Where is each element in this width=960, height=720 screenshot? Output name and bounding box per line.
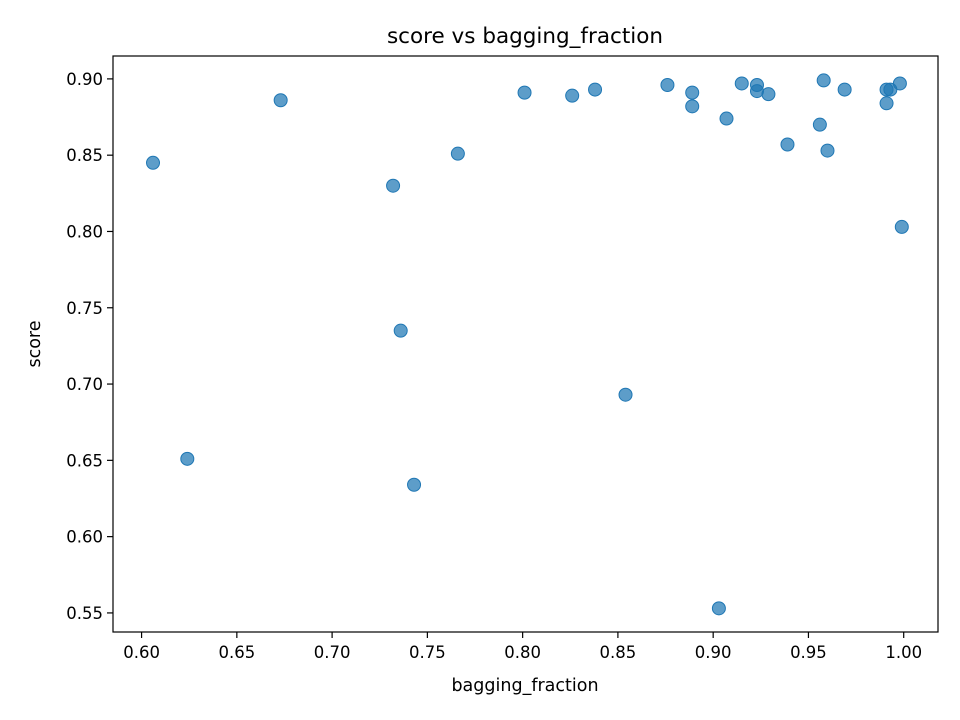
scatter-point	[146, 155, 161, 170]
scatter-point	[588, 82, 603, 97]
y-tick-label: 0.75	[66, 299, 103, 318]
x-axis: 0.60 0.65 0.70 0.75 0.80 0.85 0.90 0.95 1.00	[123, 632, 922, 662]
scatter-point	[879, 96, 894, 111]
scatter-point	[618, 387, 633, 402]
scatter-point	[517, 85, 532, 100]
x-tick-label: 0.85	[600, 643, 637, 662]
chart-title: score vs bagging_fraction	[387, 24, 663, 49]
scatter-point	[180, 451, 195, 466]
scatter-point	[685, 85, 700, 100]
x-tick-label: 0.75	[409, 643, 446, 662]
scatter-point	[816, 73, 831, 88]
scatter-point	[734, 76, 749, 91]
x-tick-label: 0.90	[695, 643, 732, 662]
scatter-point	[685, 99, 700, 114]
x-tick-label: 0.70	[314, 643, 351, 662]
x-tick-label: 0.80	[504, 643, 541, 662]
scatter-point	[820, 143, 835, 158]
y-tick-label: 0.60	[66, 528, 103, 547]
scatter-point	[719, 111, 734, 126]
y-tick-label: 0.55	[66, 604, 103, 623]
x-tick-label: 0.60	[123, 643, 160, 662]
y-tick-label: 0.90	[66, 70, 103, 89]
scatter-point	[711, 601, 726, 616]
scatter-point	[565, 88, 580, 103]
scatter-point	[812, 117, 827, 132]
x-tick-label: 0.65	[218, 643, 255, 662]
x-axis-label: bagging_fraction	[451, 676, 598, 696]
y-axis-label: score	[25, 320, 45, 367]
scatter-point	[837, 82, 852, 97]
y-tick-label: 0.70	[66, 375, 103, 394]
x-tick-label: 1.00	[885, 643, 922, 662]
scatter-point	[407, 477, 422, 492]
scatter-point	[749, 84, 764, 99]
scatter-point	[894, 219, 909, 234]
scatter-point	[393, 323, 408, 338]
y-tick-label: 0.80	[66, 222, 103, 241]
scatter-point	[660, 77, 675, 92]
y-tick-label: 0.65	[66, 451, 103, 470]
y-tick-label: 0.85	[66, 146, 103, 165]
plot-area-frame	[112, 55, 939, 633]
scatter-point	[273, 93, 288, 108]
scatter-point	[892, 76, 907, 91]
scatter-point	[780, 137, 795, 152]
y-axis: 0.55 0.60 0.65 0.70 0.75 0.80 0.85 0.90	[66, 70, 113, 623]
scatter-point	[450, 146, 465, 161]
scatter-point	[386, 178, 401, 193]
points-layer	[146, 73, 909, 616]
scatter-point	[761, 87, 776, 102]
x-tick-label: 0.95	[790, 643, 827, 662]
